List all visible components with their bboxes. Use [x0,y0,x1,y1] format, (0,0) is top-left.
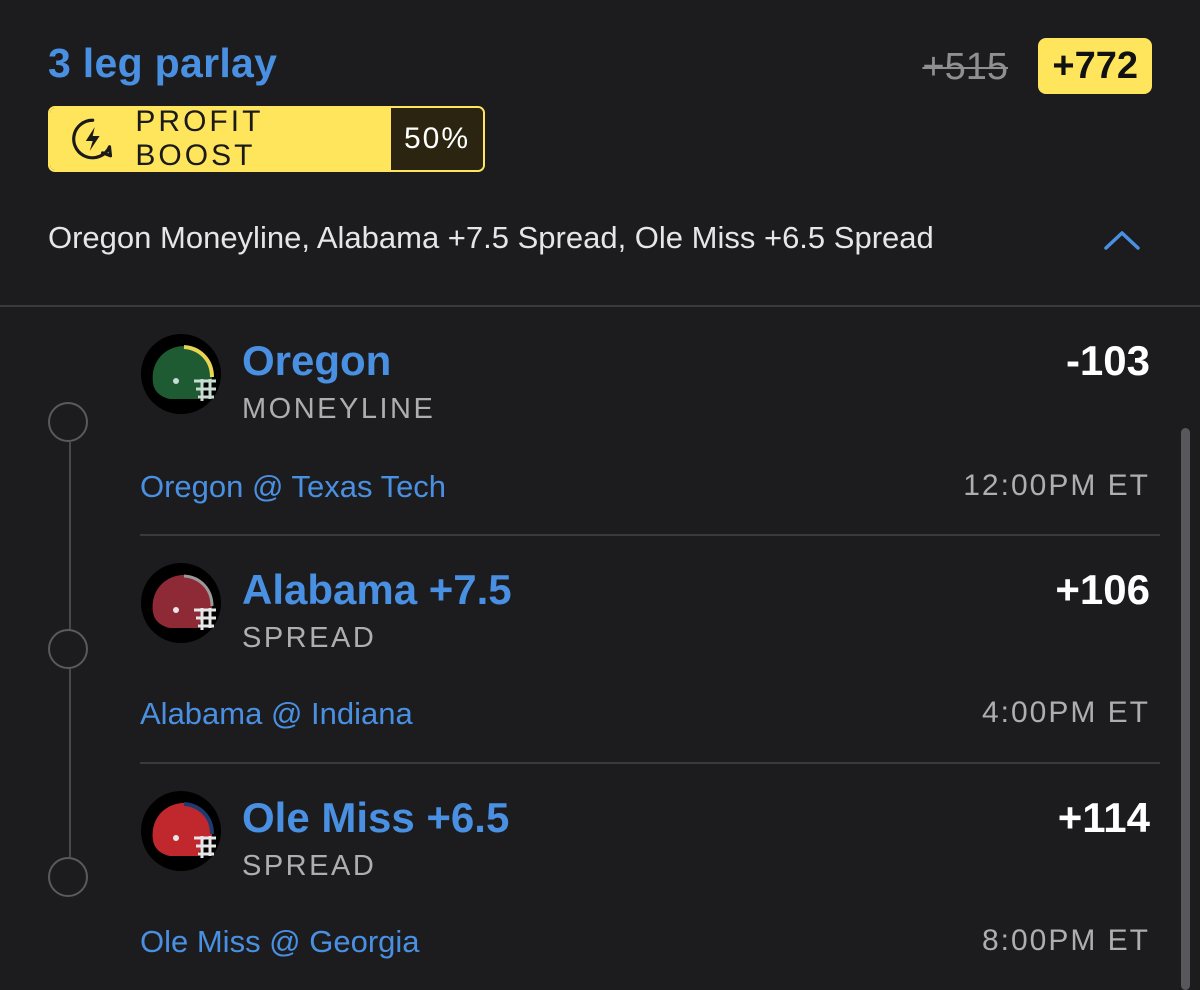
timeline-node [48,402,88,442]
boost-lightning-icon [72,118,113,160]
timeline-node [48,857,88,897]
leg-divider [140,534,1160,536]
profit-boost-label-area: PROFIT BOOST [50,108,391,170]
scrollbar[interactable] [1181,428,1190,990]
leg-market: MONEYLINE [242,393,436,425]
leg-matchup-link[interactable]: Ole Miss @ Georgia [140,924,420,959]
parlay-leg: Ole Miss +6.5 SPREAD +114 Ole Miss @ Geo… [140,790,1150,980]
parlay-header: 3 leg parlay +515 +772 PROFIT BOOST 50% … [0,0,1200,306]
leg-matchup-link[interactable]: Oregon @ Texas Tech [140,469,447,504]
original-odds: +515 [922,46,1008,88]
chevron-up-icon[interactable] [1100,226,1144,254]
parlay-leg: Oregon MONEYLINE -103 Oregon @ Texas Tec… [140,333,1150,523]
leg-odds: +114 [1057,794,1150,841]
profit-boost-label: PROFIT BOOST [135,106,263,172]
leg-market: SPREAD [242,850,377,882]
leg-start-time: 4:00PM ET [981,696,1150,729]
profit-boost-percent: 50% [391,108,483,170]
leg-selection[interactable]: Oregon [242,337,392,384]
leg-odds: +106 [1055,566,1150,613]
header-divider [0,305,1200,307]
parlay-leg: Alabama +7.5 SPREAD +106 Alabama @ India… [140,562,1150,752]
boosted-odds-badge: +772 [1038,38,1152,94]
leg-market: SPREAD [242,622,377,654]
ole-miss-helmet-icon [141,791,221,871]
leg-selection[interactable]: Alabama +7.5 [242,566,512,613]
profit-boost-badge: PROFIT BOOST 50% [48,106,485,172]
parlay-summary: Oregon Moneyline, Alabama +7.5 Spread, O… [48,220,934,255]
leg-start-time: 12:00PM ET [963,469,1150,502]
leg-selection[interactable]: Ole Miss +6.5 [242,794,510,841]
oregon-helmet-icon [141,334,221,414]
timeline-node [48,629,88,669]
alabama-helmet-icon [141,563,221,643]
leg-matchup-link[interactable]: Alabama @ Indiana [140,696,413,731]
parlay-title: 3 leg parlay [48,40,278,86]
leg-odds: -103 [1065,337,1150,384]
leg-start-time: 8:00PM ET [981,924,1150,957]
leg-divider [140,762,1160,764]
